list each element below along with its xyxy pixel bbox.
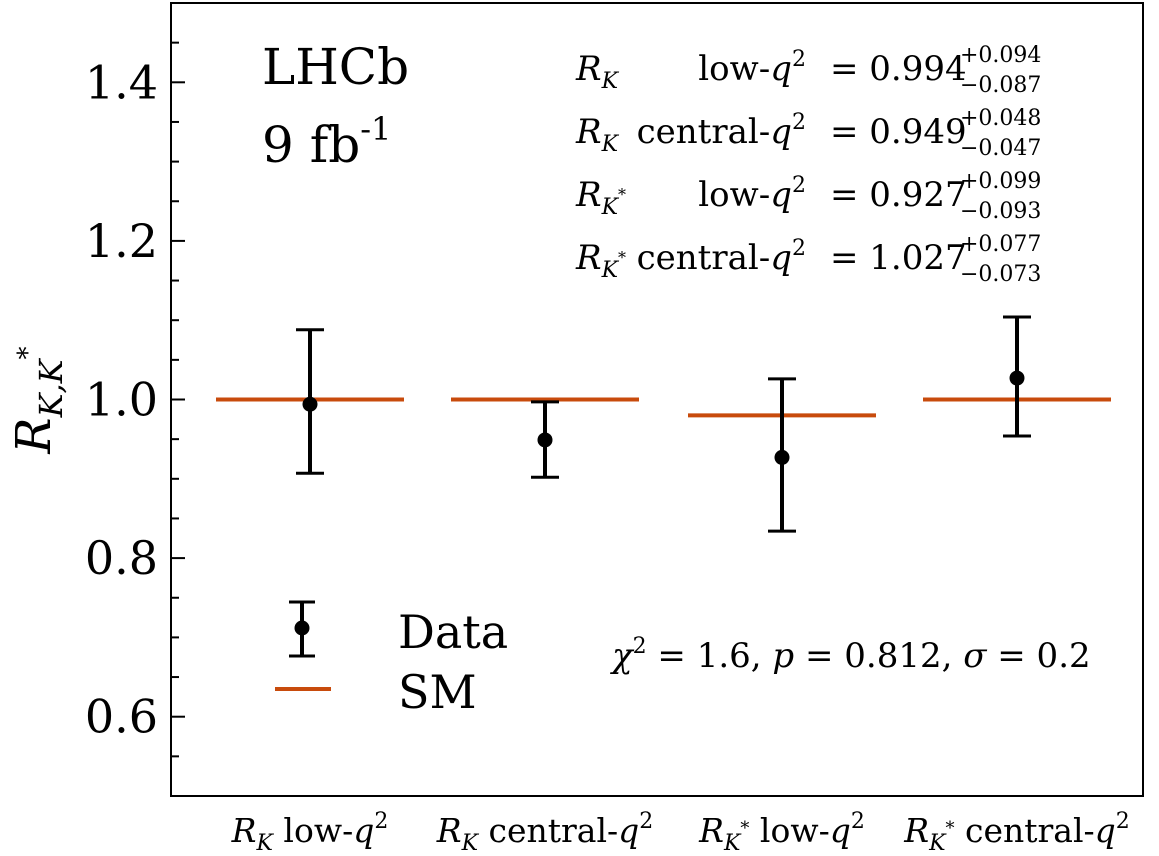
data-point bbox=[537, 432, 553, 448]
result-value: = 0.994 bbox=[830, 49, 967, 89]
result-row: RK* low-q2 = 0.927+0.099 −0.093 bbox=[575, 169, 1041, 224]
legend-point bbox=[294, 620, 310, 636]
x-tick-label: RK* central-q2 bbox=[903, 809, 1130, 856]
result-region: central-q2 bbox=[637, 236, 806, 278]
y-tick-label: 1.0 bbox=[85, 373, 158, 427]
data-point bbox=[1009, 370, 1025, 386]
luminosity-label: 9 fb-1 bbox=[262, 110, 391, 174]
data-points bbox=[296, 315, 1031, 533]
x-tick-label: RK low-q2 bbox=[231, 809, 389, 856]
result-err-minus: −0.047 bbox=[960, 136, 1041, 161]
x-tick-label: RK* low-q2 bbox=[698, 809, 865, 856]
result-label: RK bbox=[575, 112, 620, 157]
data-point bbox=[774, 449, 790, 465]
experiment-label: LHCb bbox=[262, 38, 409, 96]
result-row: RK* central-q2 = 1.027+0.077 −0.073 bbox=[575, 232, 1041, 287]
result-value: = 0.927 bbox=[830, 175, 967, 215]
result-err-plus: +0.048 bbox=[960, 106, 1041, 131]
result-label: RK* bbox=[575, 238, 626, 283]
result-err-plus: +0.099 bbox=[960, 169, 1041, 194]
x-tick-label: RK central-q2 bbox=[436, 809, 654, 856]
result-err-minus: −0.087 bbox=[960, 73, 1041, 98]
annotations: LHCb 9 fb-1 RK low-q2 = 0.994+0.094 −0.087 RK c… bbox=[262, 38, 1091, 676]
result-label: RK* bbox=[575, 175, 626, 220]
result-region: low-q2 bbox=[698, 47, 806, 89]
result-region: central-q2 bbox=[637, 110, 806, 152]
result-row: RK central-q2 = 0.949+0.048 −0.047 bbox=[575, 106, 1041, 161]
legend-data-marker bbox=[289, 600, 315, 658]
result-value: = 0.949 bbox=[830, 112, 967, 152]
result-row: RK low-q2 = 0.994+0.094 −0.087 bbox=[575, 43, 1041, 98]
y-tick-label: 1.2 bbox=[85, 214, 158, 268]
y-tick-label: 0.8 bbox=[85, 531, 158, 585]
y-ticks: 0.6 0.8 1.0 1.2 1.4 bbox=[85, 41, 185, 758]
y-axis-label: RK,K* bbox=[6, 346, 70, 454]
data-point bbox=[302, 396, 318, 412]
result-err-minus: −0.093 bbox=[960, 199, 1041, 224]
legend-label-sm: SM bbox=[398, 665, 477, 719]
result-err-plus: +0.077 bbox=[960, 232, 1041, 257]
sm-lines bbox=[216, 397, 1111, 418]
y-tick-label: 0.6 bbox=[85, 690, 158, 744]
result-label: RK bbox=[575, 49, 620, 94]
y-tick-label: 1.4 bbox=[85, 55, 158, 109]
result-err-plus: +0.094 bbox=[960, 43, 1041, 68]
result-value: = 1.027 bbox=[830, 238, 967, 278]
x-tick-labels: RK low-q2 RK central-q2 RK* low-q2 RK* cent… bbox=[231, 809, 1130, 856]
result-region: low-q2 bbox=[698, 173, 806, 215]
legend: Data SM bbox=[275, 600, 508, 719]
result-err-minus: −0.073 bbox=[960, 262, 1041, 287]
legend-label-data: Data bbox=[398, 605, 508, 659]
fit-statistics: χ2 = 1.6, p = 0.812, σ = 0.2 bbox=[610, 634, 1091, 676]
